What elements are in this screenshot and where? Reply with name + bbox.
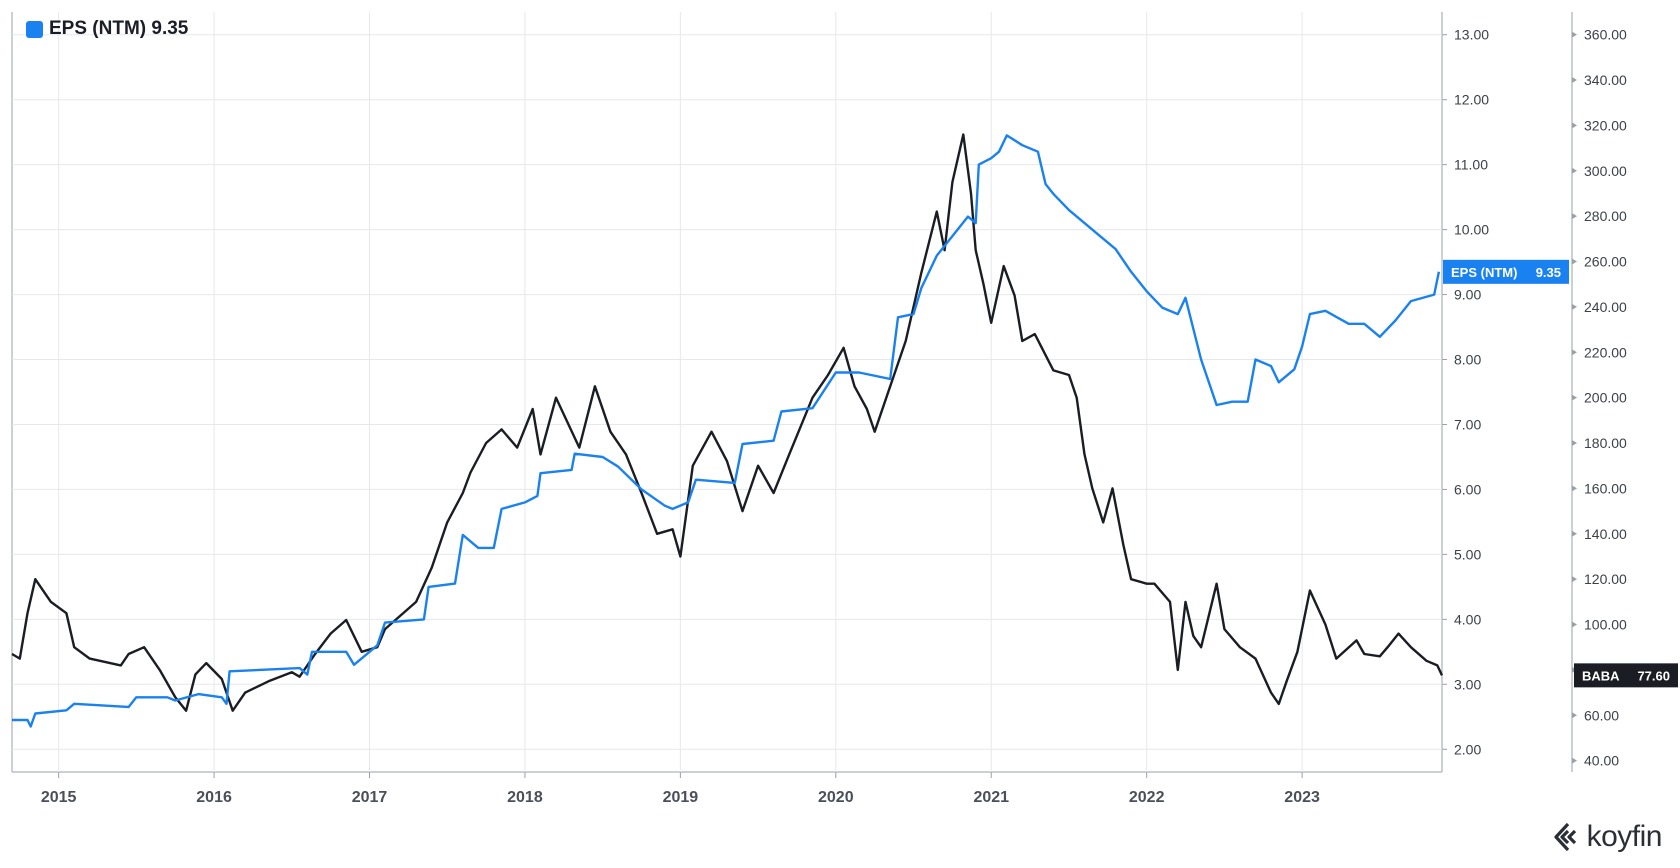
x-tick-label: 2016: [196, 789, 232, 806]
price-tick-label: 180.00: [1584, 435, 1627, 451]
eps-tick-label: 10.00: [1454, 222, 1489, 238]
last-value-tag-value: 77.60: [1637, 668, 1670, 683]
price-tick-label: 40.00: [1584, 753, 1619, 769]
price-tick: [1572, 77, 1577, 84]
price-tick-label: 60.00: [1584, 707, 1619, 723]
last-value-labels: BABA 77.60 EPS (NTM) 9.35: [1443, 259, 1678, 688]
price-tick: [1572, 485, 1577, 492]
eps-tick-label: 4.00: [1454, 611, 1481, 627]
price-tick: [1572, 576, 1577, 583]
price-tick-label: 200.00: [1584, 390, 1627, 406]
grid: [11, 12, 1573, 773]
eps-tick-label: 13.00: [1454, 27, 1489, 43]
price-tick: [1572, 213, 1577, 220]
price-tick: [1572, 349, 1577, 356]
price-tick: [1572, 167, 1577, 174]
eps-tick-label: 5.00: [1454, 546, 1481, 562]
price-tick-label: 240.00: [1584, 299, 1627, 315]
eps-tick-label: 2.00: [1454, 741, 1481, 757]
legend-swatch: [26, 20, 43, 38]
brand-name: koyfin: [1586, 820, 1663, 853]
price-tick: [1572, 440, 1577, 447]
eps-tick-label: 7.00: [1454, 416, 1481, 432]
x-tick-label: 2021: [973, 789, 1009, 806]
price-tick: [1572, 394, 1577, 401]
eps-tick-label: 9.00: [1454, 287, 1481, 303]
x-tick-label: 2018: [507, 789, 543, 806]
eps-last-value-tag: EPS (NTM) 9.35: [1443, 259, 1569, 284]
eps-tick-label: 6.00: [1454, 481, 1481, 497]
price-tick: [1572, 530, 1577, 537]
price-tick-label: 220.00: [1584, 344, 1627, 360]
eps-tick-label: 3.00: [1454, 676, 1481, 692]
price-tick-label: 120.00: [1584, 571, 1627, 587]
price-axis: 360.00 340.00 320.00 300.00 280.00 260.00 240.…: [1572, 27, 1627, 769]
last-value-tag-value: 9.35: [1536, 265, 1561, 280]
price-tick: [1572, 621, 1577, 628]
x-tick-label: 2020: [818, 789, 854, 806]
eps-tick-label: 8.00: [1454, 352, 1481, 368]
x-tick-label: 2017: [352, 789, 388, 806]
last-value-tag-name: EPS (NTM): [1451, 265, 1517, 280]
x-tick-label: 2022: [1129, 789, 1165, 806]
x-tick-label: 2015: [41, 789, 77, 806]
price-tick: [1572, 122, 1577, 129]
price-tick-label: 260.00: [1584, 254, 1627, 270]
eps-axis: 13.00 12.00 11.00 10.00 9.00 8.00 7.00 6.00 5.00…: [1442, 27, 1489, 757]
baba-price-line: [11, 133, 1444, 712]
price-tick-label: 360.00: [1584, 27, 1627, 43]
price-tick: [1572, 258, 1577, 265]
series-layer: [11, 133, 1444, 728]
price-tick-label: 100.00: [1584, 617, 1627, 633]
last-value-tag-bg: [1574, 663, 1678, 688]
price-tick-label: 160.00: [1584, 480, 1627, 496]
legend[interactable]: EPS (NTM) 9.35: [26, 18, 188, 40]
eps-ntm-line: [12, 134, 1441, 728]
price-tick: [1572, 303, 1577, 310]
price-tick: [1572, 712, 1577, 719]
koyfin-logo: koyfin: [1553, 820, 1663, 854]
last-value-tag-bg: [1443, 259, 1569, 284]
koyfin-logo-icon: [1554, 822, 1576, 852]
price-tick: [1572, 31, 1577, 38]
eps-tick-label: 11.00: [1454, 157, 1488, 173]
x-tick-label: 2023: [1284, 789, 1320, 806]
price-tick-label: 320.00: [1584, 117, 1627, 133]
price-tick-label: 280.00: [1584, 208, 1627, 224]
x-tick-label: 2019: [663, 789, 699, 806]
eps-tick-label: 12.00: [1454, 92, 1489, 108]
x-axis: 2015 2016 2017 2018 2019 2020 2021 2022 2023: [41, 772, 1320, 806]
price-tick: [1572, 757, 1577, 764]
price-tick-label: 340.00: [1584, 72, 1627, 88]
last-value-tag-name: BABA: [1582, 668, 1620, 683]
legend-label: EPS (NTM) 9.35: [49, 18, 189, 39]
price-tick-label: 140.00: [1584, 526, 1627, 542]
price-tick-label: 300.00: [1584, 163, 1627, 179]
baba-last-value-tag: BABA 77.60: [1574, 663, 1678, 688]
